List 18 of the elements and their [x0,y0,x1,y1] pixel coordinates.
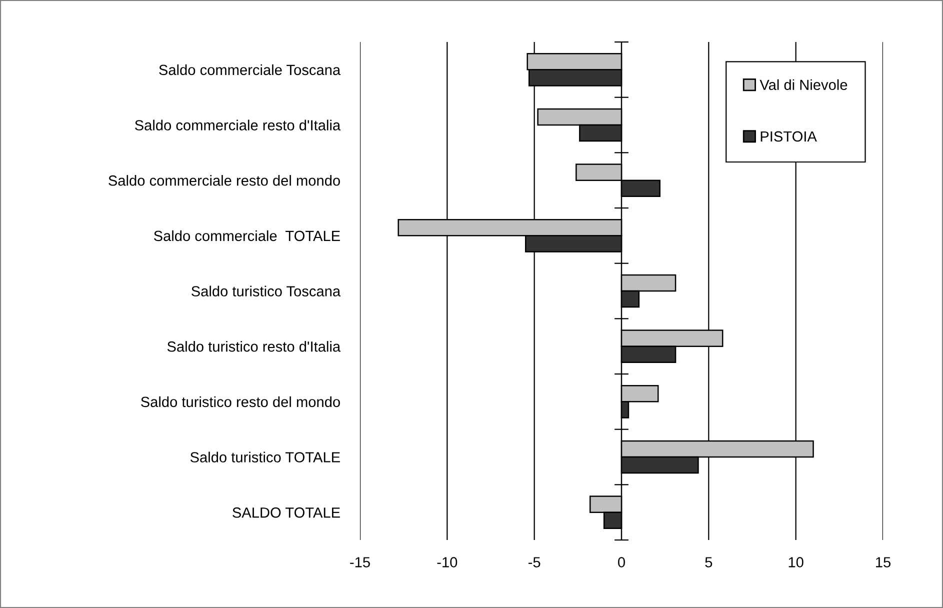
x-tick-label: 5 [705,557,712,568]
y-tick-label: Saldo turistico resto del mondo [141,396,340,408]
y-tick-label: Saldo turistico TOTALE [190,452,340,462]
y-tick-label: Saldo commerciale TOTALE [154,230,340,242]
y-tick-label: Saldo turistico Toscana [192,286,341,296]
x-tick-label: 15 [876,557,890,568]
x-tick-label: -5 [528,557,540,568]
y-tick-label: Saldo commerciale Toscana [159,64,341,76]
x-tick-label: 10 [788,557,804,568]
x-tick-label: -10 [437,557,458,568]
legend-label: PISTOIA [760,131,817,142]
legend-label: Val di Nievole [760,79,848,90]
y-tick-label: SALDO TOTALE [232,507,340,518]
y-tick-label: Saldo commerciale resto d'Italia [135,120,341,130]
x-tick-label: -15 [350,557,370,568]
y-tick-label: Saldo turistico resto d'Italia [167,341,341,352]
x-tick-label: 0 [618,557,625,568]
y-tick-label: Saldo commerciale resto del mondo [108,175,340,186]
